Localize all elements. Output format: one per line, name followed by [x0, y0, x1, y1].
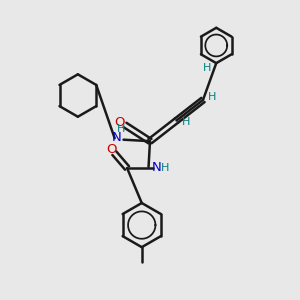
Text: H: H — [203, 63, 212, 73]
Text: H: H — [161, 163, 169, 173]
Text: H: H — [182, 117, 190, 127]
Text: N: N — [152, 161, 162, 175]
Text: H: H — [117, 124, 125, 134]
Text: N: N — [112, 131, 122, 144]
Text: O: O — [106, 143, 117, 156]
Text: O: O — [114, 116, 124, 128]
Text: H: H — [208, 92, 217, 102]
